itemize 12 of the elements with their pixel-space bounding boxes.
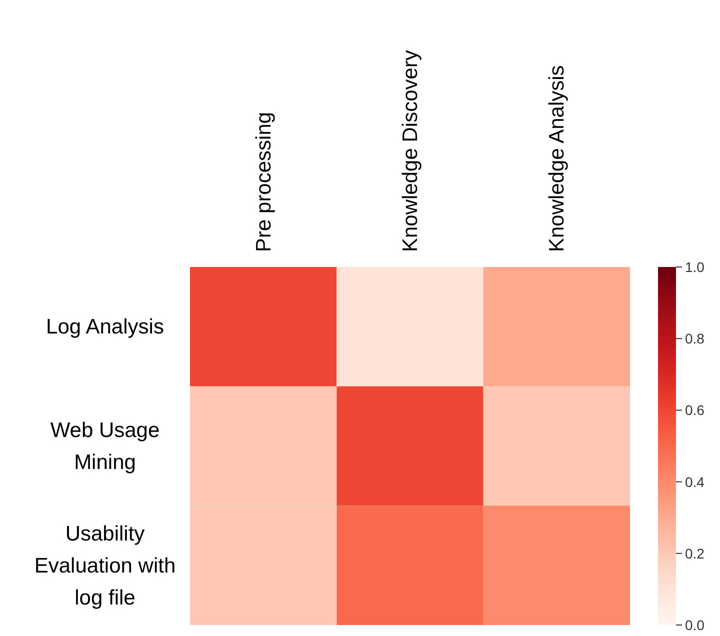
x-tick-label: Knowledge Discovery [399,50,422,252]
color-bar-label: 0.0 [685,617,705,633]
y-tick-label: Web Usage Mining [50,418,160,474]
color-bar-label: 0.8 [685,330,705,347]
color-bar-label: 0.6 [685,402,705,418]
color-bar-label: 0.4 [685,474,705,490]
x-tick-label: Knowledge Analysis [546,65,569,252]
color-bar-label: 0.2 [685,545,705,562]
x-tick-label: Pre processing [252,112,276,252]
color-bar-label: 1.0 [685,259,705,275]
y-tick-label: Log Analysis [46,315,164,338]
y-tick-label: Usability Evaluation with log file [34,522,176,609]
